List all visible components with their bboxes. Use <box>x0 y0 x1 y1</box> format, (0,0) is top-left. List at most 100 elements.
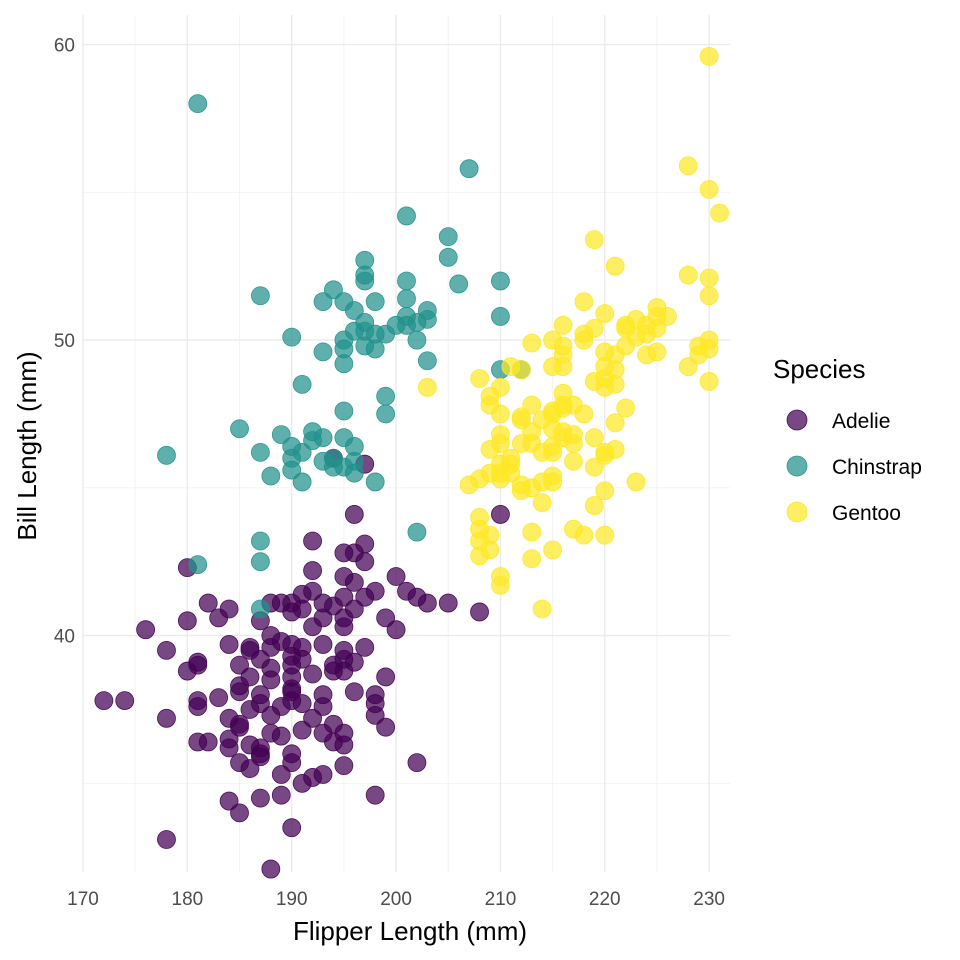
data-point <box>584 230 604 249</box>
data-point <box>313 342 333 362</box>
y-tick-label: 50 <box>54 331 75 352</box>
data-point <box>605 256 625 276</box>
data-point <box>699 179 719 199</box>
data-point <box>647 342 667 362</box>
y-axis-title: Bill Length (mm) <box>12 351 42 540</box>
data-point <box>584 318 604 338</box>
data-point <box>365 785 385 805</box>
data-point <box>584 457 604 477</box>
data-point <box>240 638 260 657</box>
data-point <box>626 472 646 492</box>
y-tick-label: 60 <box>54 36 75 57</box>
data-point <box>188 652 208 672</box>
data-point <box>344 682 364 702</box>
data-point <box>313 428 333 447</box>
data-point <box>491 425 510 445</box>
data-point <box>188 94 208 114</box>
data-point <box>417 301 437 320</box>
data-point <box>157 830 176 849</box>
data-point <box>365 581 385 601</box>
data-point <box>230 803 249 823</box>
data-point <box>417 351 437 371</box>
data-point <box>491 404 510 424</box>
data-point <box>595 304 615 323</box>
data-point <box>376 386 396 406</box>
data-point <box>397 289 416 309</box>
data-point <box>574 525 594 545</box>
data-point <box>647 318 667 338</box>
data-point <box>303 581 322 601</box>
data-point <box>271 726 291 746</box>
series-adelie <box>94 448 510 879</box>
data-point <box>449 274 469 294</box>
data-point <box>334 339 354 359</box>
data-point <box>574 292 594 312</box>
data-point <box>355 534 375 554</box>
legend-swatch <box>786 455 808 477</box>
data-point <box>417 593 437 613</box>
data-point <box>532 493 552 513</box>
data-point <box>470 602 489 622</box>
data-point <box>470 369 489 388</box>
data-point <box>251 694 270 713</box>
data-point <box>251 442 270 462</box>
data-point <box>219 635 239 654</box>
data-point <box>334 401 354 421</box>
x-tick-label: 220 <box>589 889 621 910</box>
data-point <box>282 753 302 773</box>
x-tick-label: 230 <box>693 889 725 910</box>
legend-items: Adelie Chinstrap Gentoo <box>786 409 922 525</box>
data-point <box>251 599 270 619</box>
series-chinstrap <box>157 94 531 619</box>
data-point <box>240 759 260 778</box>
data-point <box>334 756 354 776</box>
data-point <box>553 315 573 335</box>
data-point <box>543 466 562 486</box>
x-tick-label: 200 <box>380 889 412 910</box>
data-point <box>376 608 396 628</box>
data-point <box>303 561 322 580</box>
data-point <box>230 682 249 702</box>
data-point <box>344 599 364 619</box>
data-point <box>157 640 176 660</box>
data-point <box>303 708 322 728</box>
data-point <box>188 555 208 575</box>
data-point <box>115 691 135 710</box>
data-point <box>365 339 385 359</box>
data-point <box>209 688 229 708</box>
data-point <box>491 377 510 397</box>
data-point <box>386 567 406 586</box>
data-point <box>543 540 562 560</box>
data-point <box>376 404 396 424</box>
y-tick-label: 40 <box>54 627 75 648</box>
legend-swatch <box>786 501 808 523</box>
data-point <box>219 791 239 811</box>
data-point <box>699 339 719 359</box>
data-point <box>313 765 333 784</box>
data-point <box>251 552 270 572</box>
data-point <box>574 404 594 424</box>
data-point <box>397 271 416 291</box>
series-gentoo <box>417 46 729 619</box>
data-point <box>177 611 197 631</box>
legend: Species Adelie Chinstrap Gentoo <box>773 354 922 525</box>
data-point <box>438 247 458 267</box>
data-point <box>292 720 312 740</box>
data-point <box>303 664 322 684</box>
legend-swatch <box>786 409 808 431</box>
data-point <box>292 472 312 492</box>
data-point <box>344 437 364 456</box>
legend-title: Species <box>773 354 866 384</box>
data-point <box>491 271 510 291</box>
data-point <box>282 460 302 480</box>
data-point <box>313 635 333 654</box>
data-point <box>564 451 583 471</box>
data-point <box>344 572 364 592</box>
data-point <box>344 301 364 320</box>
data-point <box>355 265 375 285</box>
data-point <box>678 357 698 377</box>
data-point <box>511 360 531 380</box>
data-point <box>584 496 604 515</box>
